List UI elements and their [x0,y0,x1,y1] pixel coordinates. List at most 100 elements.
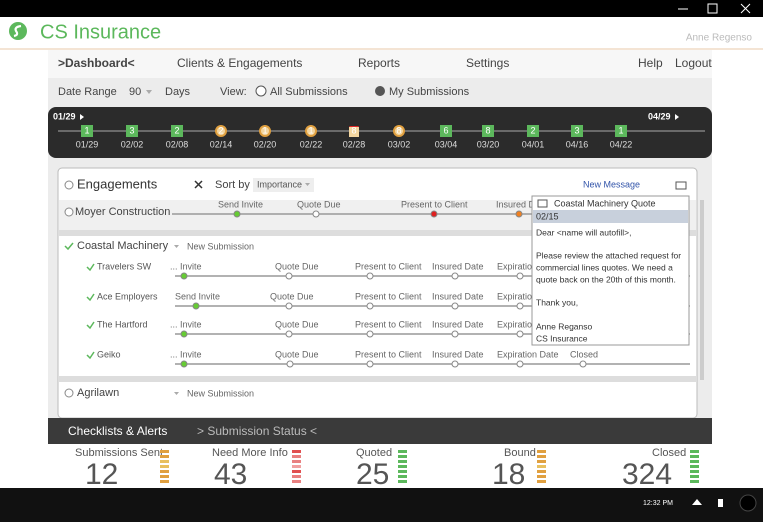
status-meter [160,470,169,473]
timeline-count: 6 [443,125,448,135]
status-meter [398,460,407,463]
radio[interactable] [64,180,74,190]
status-value: 43 [214,458,247,491]
carrier-name[interactable]: The Hartford [97,319,148,329]
stage-dot [285,302,293,310]
timeline-count: 8 [351,125,356,135]
clear-icon[interactable] [194,180,203,189]
timeline-marker[interactable] [571,125,583,137]
timeline-date: 02/14 [210,139,233,149]
tab[interactable]: > Submission Status < [197,424,317,438]
timeline-start: 01/29 [53,111,76,121]
status-meter [160,465,169,468]
status-meter [537,460,546,463]
radio-selected[interactable] [375,86,385,96]
stage-label: Present to Client [355,349,422,359]
timeline-marker[interactable] [81,125,93,137]
stage-dot [285,330,293,338]
dropdown-arrow [174,245,179,248]
status-label: Need More Info [212,447,288,459]
sort-value[interactable]: Importance [257,179,302,189]
timeline-marker-inner [395,127,403,135]
timeline-marker[interactable] [440,125,452,137]
timeline-marker[interactable] [171,125,183,137]
power-icon[interactable] [739,494,757,512]
stage-label: Present to Client [355,319,422,329]
view-option[interactable]: All Submissions [270,86,348,98]
status-meter [537,475,546,478]
status-meter [398,455,407,458]
status-meter [292,460,301,463]
timeline-bar [48,107,712,158]
new-submission[interactable]: New Submission [187,388,254,398]
timeline-count: 3 [574,125,579,135]
stage-label: Expiratio [497,319,532,329]
client-name[interactable]: Moyer Construction [75,206,170,218]
status-meter [398,480,407,483]
timeline-count: 8 [485,125,490,135]
mail-icon[interactable] [675,181,687,190]
stage-dot [233,210,241,218]
status-value: 324 [622,458,672,491]
date-range-value[interactable]: 90 [129,86,141,98]
nav-item[interactable]: Help [638,56,663,70]
message-date-bg [533,210,688,223]
status-meter [690,455,699,458]
radio[interactable] [255,85,267,97]
stage-dot [312,210,320,218]
stage-dot [516,302,524,310]
radio[interactable] [64,207,74,217]
timeline-count: 3 [129,125,134,135]
carrier-name[interactable]: Geiko [97,349,121,359]
timeline-marker[interactable] [527,125,539,137]
panel-title: Engagements [77,176,158,191]
timeline-date: 02/22 [300,139,323,149]
status-meter [398,450,407,453]
new-submission[interactable]: New Submission [187,241,254,251]
nav-item[interactable]: Reports [358,56,400,70]
mail-icon [537,199,548,208]
nav-item[interactable]: >Dashboard< [58,56,135,70]
timeline-date: 03/04 [435,139,458,149]
check-icon [64,242,74,251]
status-value: 12 [85,458,118,491]
timeline-marker[interactable] [615,125,627,137]
new-message[interactable]: New Message [583,179,640,189]
separator [59,376,696,382]
timeline-end: 04/29 [648,111,671,121]
carrier-name[interactable]: Travelers SW [97,261,152,271]
carrier-name[interactable]: Ace Employers [97,291,158,301]
dropdown-arrow [174,392,179,395]
radio[interactable] [64,388,74,398]
status-label: Quoted [356,447,392,459]
status-meter [690,450,699,453]
timeline-marker[interactable] [482,125,494,137]
status-meter [537,465,546,468]
view-option[interactable]: My Submissions [389,86,470,98]
timeline-date: 02/28 [343,139,366,149]
status-meter [690,470,699,473]
stage-dot [516,272,524,280]
maximize-icon[interactable] [707,3,718,14]
check-icon [86,263,95,272]
nav-item[interactable]: Settings [466,56,509,70]
status-meter [160,480,169,483]
sort-dropdown[interactable] [253,178,314,192]
client-name[interactable]: Agrilawn [77,387,119,399]
status-meter [292,465,301,468]
date-range-unit: Days [165,86,191,98]
nav-item[interactable]: Clients & Engagements [177,56,302,70]
timeline-marker[interactable] [126,125,138,137]
tab[interactable]: Checklists & Alerts [68,424,167,438]
clock: 12:32 PM [643,500,673,507]
client-name[interactable]: Coastal Machinery [77,240,169,252]
check-icon [86,321,95,330]
status-meter [537,455,546,458]
close-icon[interactable] [740,3,751,14]
nav-item[interactable]: Logout [675,56,712,70]
status-value: 25 [356,458,389,491]
stage-dot [516,330,524,338]
status-meter [690,475,699,478]
